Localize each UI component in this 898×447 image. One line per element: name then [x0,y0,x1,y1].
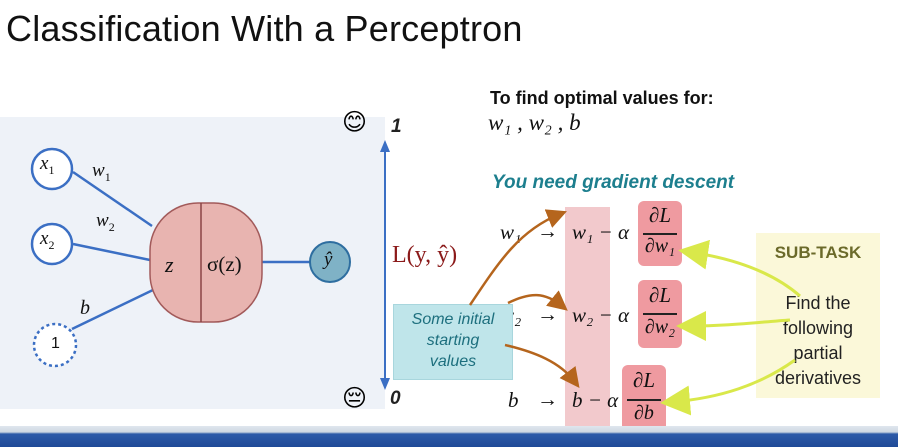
derivative-w2-num: ∂L [648,283,672,307]
subtask-box: SUB-TASK Find the following partial deri… [756,233,880,398]
subtask-line-3: partial [793,343,843,363]
update-row-b-rhs: b − α [572,388,619,412]
brown-arrow-b [504,343,580,388]
derivative-w2: ∂L ∂w₂ [638,280,682,348]
input-node-x2 [30,222,74,266]
derivative-w1: ∂L ∂w₁ [638,201,682,266]
input-label-x1: x1 [40,153,55,177]
derivative-w1-den: ∂w₁ [644,235,676,257]
page-title: Classification With a Perceptron [6,8,523,49]
loss-label: L(y, ŷ) [392,242,458,268]
optimal-heading: To find optimal values for: [490,88,714,108]
initial-values-callout: Some initial starting values [393,304,513,380]
derivative-b: ∂L ∂b [622,365,666,433]
weight-label-b: b [80,297,90,319]
yellow-arrow-b [660,358,796,416]
input-label-x2: x2 [40,228,55,252]
gradient-heading: You need gradient descent [492,172,735,193]
output-node-label: ŷ [324,249,333,270]
loss-scale-arrow [380,140,390,390]
derivative-b-den: ∂b [634,402,654,424]
update-row-b-lhs: b [508,388,519,412]
output-node [309,241,351,283]
update-row-b-arrow: → [537,387,558,411]
perceptron-diagram [30,147,351,368]
happy-face-icon: 😊 [342,108,368,136]
subtask-body: Find the following partial derivatives [756,291,880,391]
callout-line-1: Some initial [411,311,495,328]
derivative-w2-den: ∂w₂ [644,316,676,338]
subtask-heading: SUB-TASK [774,243,862,262]
edge-x2 [72,242,151,262]
brown-arrow-w2 [507,290,568,311]
subtask-line-1: Find the [785,293,851,313]
subtask-line-2: following [782,318,854,338]
callout-line-3: values [429,353,477,370]
sad-face-icon: 😔 [342,384,368,412]
activation-node-label: σ(z) [207,252,242,276]
sum-node-label: z [165,252,174,277]
weight-label-w2: w2 [96,210,115,234]
bias-node [32,322,78,368]
weight-label-w1: w1 [92,160,111,184]
edge-x1 [72,170,153,228]
update-row-w2-rhs: w₂ − α [572,303,630,327]
derivative-b-num: ∂L [632,368,656,392]
yellow-arrow-w2 [676,310,791,341]
edge-bias [71,287,156,331]
scale-top-value: 1 [391,116,402,137]
neuron-node [149,202,263,323]
update-row-w1-rhs: w₁ − α [572,220,630,244]
brown-arrow-w1 [468,209,567,306]
scale-bottom-value: 0 [390,388,401,409]
update-column [565,207,610,427]
bottom-bar [0,426,898,447]
bias-label-one: 1 [51,335,60,352]
yellow-arrow-w1 [678,239,801,298]
derivative-w1-num: ∂L [648,203,672,227]
optimal-vars: w₁ , w₂ , b [488,110,581,135]
subtask-line-4: derivatives [774,368,862,388]
update-row-w1-lhs: w₁ [500,220,522,244]
input-node-x1 [30,147,74,191]
callout-line-2: starting [426,332,480,349]
